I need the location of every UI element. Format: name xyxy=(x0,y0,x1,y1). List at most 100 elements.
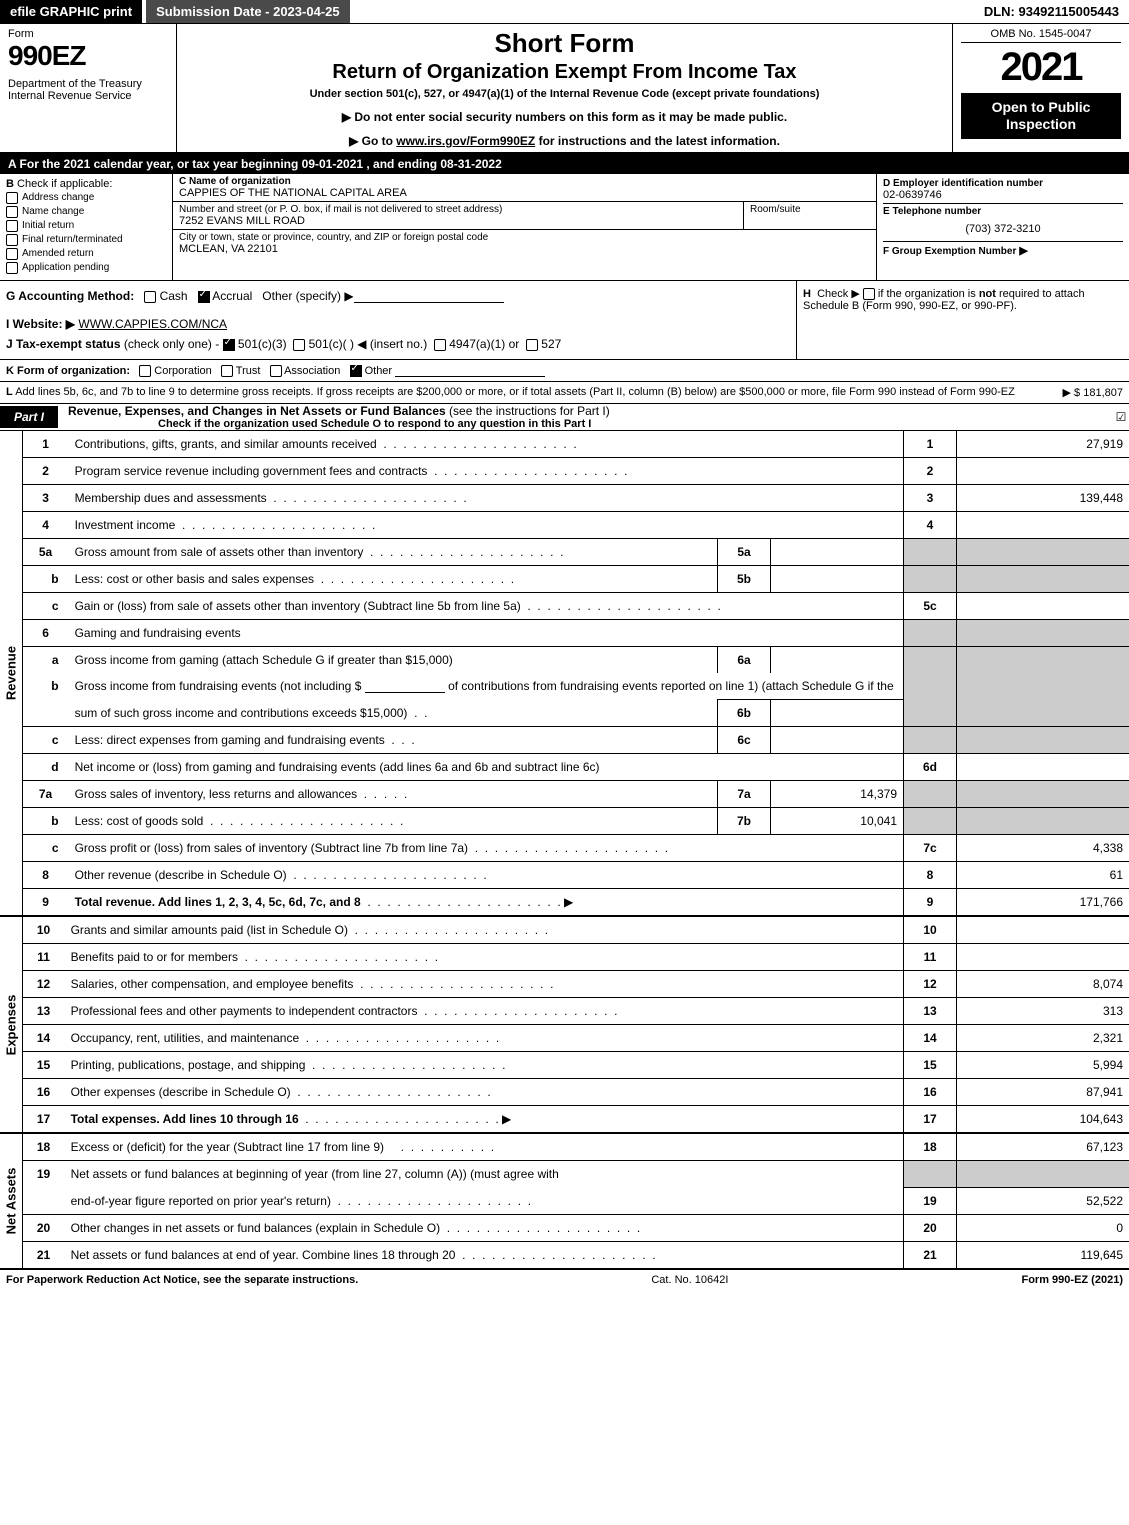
desc: Gaming and fundraising events xyxy=(69,620,904,647)
cb-application-pending[interactable]: Application pending xyxy=(6,262,166,274)
dots xyxy=(267,491,467,505)
revenue-side-label: Revenue xyxy=(0,431,23,915)
ln: 11 xyxy=(23,944,65,971)
col-ln: 2 xyxy=(904,458,957,485)
g-other-field[interactable] xyxy=(354,290,504,303)
ln: 2 xyxy=(23,458,69,485)
desc: Benefits paid to or for members xyxy=(65,944,904,971)
k-other-field[interactable] xyxy=(395,364,545,377)
j-sm: (check only one) - xyxy=(124,337,219,351)
ln: c xyxy=(23,593,69,620)
footer-left: For Paperwork Reduction Act Notice, see … xyxy=(6,1274,358,1286)
line-20: 20 Other changes in net assets or fund b… xyxy=(23,1215,1129,1242)
j-501c-b: ) ◀ (insert no.) xyxy=(350,337,427,351)
checkbox-checked-icon[interactable] xyxy=(223,339,235,351)
desc-text: Investment income xyxy=(75,518,176,532)
dots xyxy=(299,1031,499,1045)
mini-val xyxy=(771,727,904,754)
desc-text-2: of contributions from fundraising events… xyxy=(448,679,894,693)
part-i-main: Revenue 1 Contributions, gifts, grants, … xyxy=(0,431,1129,1268)
checkbox-icon[interactable] xyxy=(139,365,151,377)
cb-final-return[interactable]: Final return/terminated xyxy=(6,234,166,246)
expenses-side-text: Expenses xyxy=(3,994,18,1055)
row-gh: G Accounting Method: Cash Accrual Other … xyxy=(0,281,1129,360)
efile-print-label[interactable]: efile GRAPHIC print xyxy=(0,0,142,23)
dots xyxy=(175,518,375,532)
desc-text: Other changes in net assets or fund bala… xyxy=(71,1221,441,1235)
f-group-lbl: F Group Exemption Number xyxy=(883,246,1016,257)
dots xyxy=(299,1112,499,1126)
col-ln: 17 xyxy=(904,1106,957,1133)
checkbox-icon[interactable] xyxy=(863,288,875,300)
ln: 19 xyxy=(23,1161,65,1188)
c-addr1: Number and street (or P. O. box, if mail… xyxy=(173,202,744,229)
line-8: 8 Other revenue (describe in Schedule O)… xyxy=(23,862,1129,889)
col-ln: 6d xyxy=(904,754,957,781)
col-val xyxy=(957,458,1129,485)
checkbox-icon[interactable] xyxy=(144,291,156,303)
cb-label: Address change xyxy=(22,192,94,203)
ln: 8 xyxy=(23,862,69,889)
e-phone-val: (703) 372-3210 xyxy=(883,223,1123,235)
checkbox-checked-icon[interactable] xyxy=(350,365,362,377)
cb-initial-return[interactable]: Initial return xyxy=(6,220,166,232)
dots xyxy=(287,868,487,882)
desc: Excess or (deficit) for the year (Subtra… xyxy=(65,1134,904,1161)
line-17: 17 Total expenses. Add lines 10 through … xyxy=(23,1106,1129,1133)
c-city-lbl: City or town, state or province, country… xyxy=(179,232,870,243)
line-6a: a Gross income from gaming (attach Sched… xyxy=(23,647,1129,674)
shade xyxy=(904,781,957,808)
irs-link[interactable]: www.irs.gov/Form990EZ xyxy=(396,134,535,148)
ln-blank xyxy=(23,700,69,727)
cb-amended-return[interactable]: Amended return xyxy=(6,248,166,260)
mini-ln: 7b xyxy=(718,808,771,835)
shade xyxy=(904,727,957,754)
row-i: I Website: ▶ WWW.CAPPIES.COM/NCA xyxy=(6,317,790,331)
f-arrow-icon: ▶ xyxy=(1019,245,1027,257)
line-2: 2 Program service revenue including gove… xyxy=(23,458,1129,485)
desc-text: Less: cost or other basis and sales expe… xyxy=(75,572,314,586)
dots xyxy=(314,572,514,586)
checkbox-icon[interactable] xyxy=(434,339,446,351)
checkbox-icon[interactable] xyxy=(293,339,305,351)
ln: a xyxy=(23,647,69,674)
k-corp: Corporation xyxy=(154,365,211,377)
col-ln: 5c xyxy=(904,593,957,620)
shade xyxy=(957,673,1129,700)
checkbox-checked-icon[interactable] xyxy=(198,291,210,303)
desc-text: Printing, publications, postage, and shi… xyxy=(71,1058,306,1072)
col-ln: 13 xyxy=(904,998,957,1025)
row-l: L Add lines 5b, 6c, and 7b to line 9 to … xyxy=(0,382,1129,404)
checkbox-icon xyxy=(6,192,18,204)
cb-name-change[interactable]: Name change xyxy=(6,206,166,218)
shade xyxy=(904,620,957,647)
part-i-checkbox[interactable]: ☑ xyxy=(1113,410,1129,424)
j-4947: 4947(a)(1) or xyxy=(449,337,519,351)
dots xyxy=(468,841,668,855)
cb-address-change[interactable]: Address change xyxy=(6,192,166,204)
part-i-check-text: Check if the organization used Schedule … xyxy=(158,418,591,430)
line-21: 21 Net assets or fund balances at end of… xyxy=(23,1242,1129,1269)
ln: 12 xyxy=(23,971,65,998)
col-def: D Employer identification number 02-0639… xyxy=(877,174,1129,280)
checkbox-icon xyxy=(6,220,18,232)
header-center: Short Form Return of Organization Exempt… xyxy=(177,24,953,152)
desc: Less: direct expenses from gaming and fu… xyxy=(69,727,718,754)
form-header: Form 990EZ Department of the Treasury In… xyxy=(0,24,1129,154)
dots xyxy=(377,437,577,451)
checkbox-icon[interactable] xyxy=(526,339,538,351)
j-527: 527 xyxy=(541,337,561,351)
col-ln: 21 xyxy=(904,1242,957,1269)
checkbox-icon[interactable] xyxy=(270,365,282,377)
l-label: L xyxy=(6,386,13,398)
d-ein: D Employer identification number 02-0639… xyxy=(883,178,1123,201)
contrib-field[interactable] xyxy=(365,680,445,693)
instr-goto: ▶ Go to www.irs.gov/Form990EZ for instru… xyxy=(187,134,942,148)
dots xyxy=(238,950,438,964)
i-website[interactable]: WWW.CAPPIES.COM/NCA xyxy=(78,317,227,331)
header-right: OMB No. 1545-0047 2021 Open to Public In… xyxy=(953,24,1129,152)
desc: Investment income xyxy=(69,512,904,539)
line-13: 13 Professional fees and other payments … xyxy=(23,998,1129,1025)
line-14: 14 Occupancy, rent, utilities, and maint… xyxy=(23,1025,1129,1052)
checkbox-icon[interactable] xyxy=(221,365,233,377)
